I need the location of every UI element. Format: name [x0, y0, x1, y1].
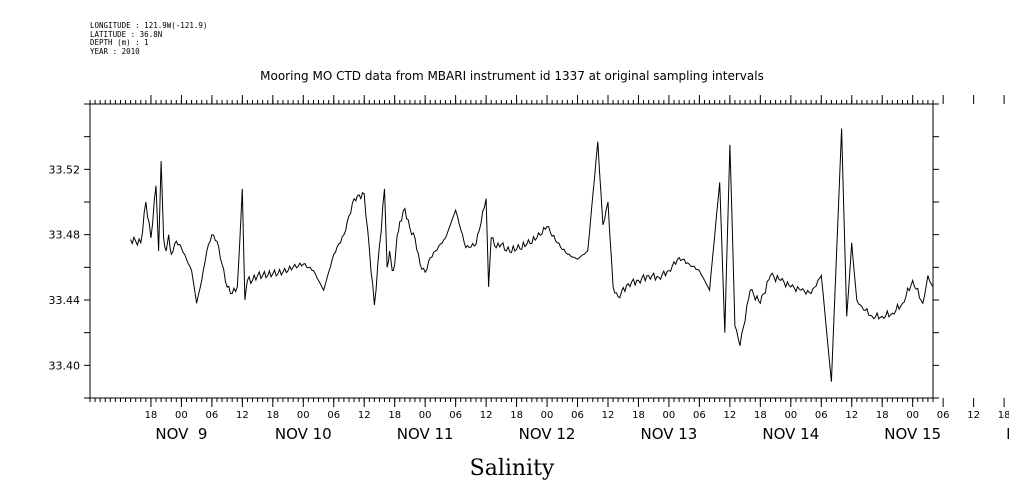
x-hour-label: 18	[145, 410, 158, 421]
metadata-block: LONGITUDE : 121.9W(-121.9) LATITUDE : 36…	[90, 21, 208, 56]
x-hour-label: 18	[754, 410, 767, 421]
x-hour-label: 12	[480, 410, 493, 421]
y-tick-label: 33.52	[49, 163, 81, 176]
meta-year: YEAR : 2010	[90, 46, 140, 56]
y-axis: 33.40 33.44 33.48 33.52	[49, 103, 939, 399]
x-day-label: NOV 16	[1006, 425, 1009, 443]
x-hour-label: 12	[358, 410, 371, 421]
x-axis: 18 00 06 12 18 00 06 12 18 00 06 12 18 00 06 12 18 00 06 12…	[89, 95, 1009, 443]
x-hour-label: 18	[510, 410, 523, 421]
series-group	[130, 128, 934, 382]
x-hour-label: 06	[327, 410, 340, 421]
x-hour-label: 12	[724, 410, 737, 421]
x-hour-label: 00	[663, 410, 676, 421]
x-day-label: NOV 15	[884, 425, 941, 443]
y-tick-label: 33.40	[49, 359, 81, 372]
x-hour-label: 00	[541, 410, 554, 421]
x-hour-label: 12	[236, 410, 249, 421]
x-hour-label: 06	[693, 410, 706, 421]
x-day-label: NOV 9	[155, 425, 207, 443]
x-hour-label: 12	[602, 410, 615, 421]
x-day-label: NOV 10	[275, 425, 332, 443]
chart-title: Mooring MO CTD data from MBARI instrumen…	[260, 69, 764, 83]
x-hour-label: 18	[388, 410, 401, 421]
x-hour-label: 18	[632, 410, 645, 421]
x-hour-label: 18	[876, 410, 889, 421]
x-hour-label: 06	[815, 410, 828, 421]
y-tick-label: 33.44	[49, 294, 81, 307]
meta-latitude: LATITUDE : 36.8N	[90, 29, 163, 39]
x-hour-label: 06	[449, 410, 462, 421]
x-hour-label: 12	[967, 410, 980, 421]
x-hour-label: 00	[175, 410, 188, 421]
x-hour-label: 12	[845, 410, 858, 421]
x-day-label: NOV 11	[397, 425, 454, 443]
x-hour-label: 00	[784, 410, 797, 421]
x-hour-label: 00	[419, 410, 432, 421]
x-day-label: NOV 13	[640, 425, 697, 443]
meta-depth: DEPTH (m) : 1	[90, 38, 149, 47]
x-hour-label: 06	[571, 410, 584, 421]
x-day-label: NOV 12	[519, 425, 576, 443]
x-hour-label: 00	[906, 410, 919, 421]
x-hour-label: 00	[297, 410, 310, 421]
x-axis-label: Salinity	[470, 456, 555, 481]
y-tick-label: 33.48	[49, 229, 81, 242]
x-hour-label: 18	[998, 410, 1009, 421]
salinity-series-line	[130, 128, 934, 382]
x-day-label: NOV 14	[762, 425, 819, 443]
meta-longitude: LONGITUDE : 121.9W(-121.9)	[90, 21, 208, 30]
x-hour-label: 06	[206, 410, 219, 421]
x-hour-label: 18	[266, 410, 279, 421]
x-hour-label: 06	[937, 410, 950, 421]
